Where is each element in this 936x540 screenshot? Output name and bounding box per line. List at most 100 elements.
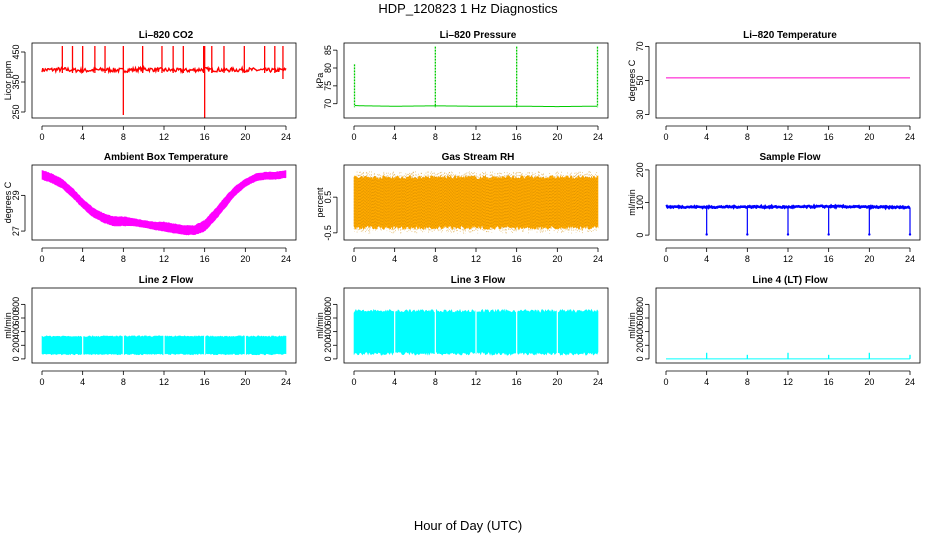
x-tick-label: 16: [824, 254, 834, 264]
y-axis-label: ml/min: [315, 312, 325, 339]
series-line: [355, 105, 597, 108]
y-tick-label: 27: [11, 226, 21, 236]
y-tick-label: 0: [635, 356, 645, 361]
x-tick-label: 16: [824, 377, 834, 387]
y-tick-label: 50: [635, 75, 645, 85]
x-tick-label: 0: [39, 254, 44, 264]
y-tick-label: 800: [323, 297, 333, 312]
panel-title: Gas Stream RH: [442, 152, 515, 163]
y-tick-label: 0: [635, 233, 645, 238]
x-tick-label: 16: [824, 132, 834, 142]
x-tick-label: 0: [351, 377, 356, 387]
x-axis-title: Hour of Day (UTC): [413, 518, 523, 533]
x-tick-label: 8: [745, 254, 750, 264]
x-tick-label: 12: [159, 254, 169, 264]
panel-title: Line 4 (LT) Flow: [752, 275, 828, 286]
x-tick-label: 12: [159, 377, 169, 387]
panel-title: Line 3 Flow: [451, 275, 506, 286]
y-axis-label: ml/min: [627, 312, 637, 339]
x-tick-label: 8: [121, 132, 126, 142]
x-tick-label: 4: [392, 377, 397, 387]
y-tick-label: 350: [11, 74, 21, 89]
dip-point: [705, 233, 708, 236]
line3-flow-panel: Line 3 Flow ml/min 0 4 8 12 16 20 24 0 20040060080…: [315, 275, 609, 387]
gas-stream-rh-panel: Gas Stream RH percent 0 4 8 12 16 20 24 -0.5 0.5: [315, 152, 609, 264]
plot-area: [665, 203, 912, 236]
x-tick-label: 0: [663, 377, 668, 387]
plot-frame: [343, 164, 609, 241]
panel-title: Line 2 Flow: [139, 275, 194, 286]
y-axis-label: ml/min: [3, 312, 13, 339]
y-tick-label: 0.5: [323, 191, 333, 204]
x-tick-label: 20: [552, 377, 562, 387]
x-tick-label: 16: [512, 132, 522, 142]
y-tick-label: 30: [635, 110, 645, 120]
x-tick-label: 4: [80, 377, 85, 387]
y-tick-label: 85: [323, 45, 333, 55]
y-tick-label: 70: [635, 41, 645, 51]
panel-title: Ambient Box Temperature: [104, 152, 229, 163]
y-tick-label: 450: [11, 44, 21, 59]
y-tick-label: 200: [11, 338, 21, 353]
x-tick-label: 24: [281, 377, 291, 387]
x-tick-label: 16: [200, 377, 210, 387]
y-tick-label: 250: [11, 104, 21, 119]
y-axis-label: ml/min: [627, 189, 637, 216]
dip-point: [746, 233, 749, 236]
x-tick-label: 24: [593, 132, 603, 142]
dip-point: [786, 233, 790, 236]
x-tick-label: 24: [281, 132, 291, 142]
x-tick-label: 0: [663, 254, 668, 264]
ambient-box-temperature-panel: Ambient Box Temperature degrees C 0 4 8 12 16 2…: [3, 152, 297, 264]
x-tick-label: 4: [704, 132, 709, 142]
y-tick-label: 200: [635, 338, 645, 353]
plot-area: [353, 46, 599, 108]
plot-frame: [31, 42, 297, 119]
x-tick-label: 20: [240, 132, 250, 142]
x-tick-label: 4: [80, 254, 85, 264]
x-tick-label: 12: [783, 254, 793, 264]
x-tick-label: 4: [392, 254, 397, 264]
y-axis-label: degrees C: [3, 181, 13, 223]
y-axis-label: percent: [315, 187, 325, 218]
x-tick-label: 20: [552, 254, 562, 264]
x-tick-label: 8: [433, 377, 438, 387]
x-tick-label: 8: [121, 254, 126, 264]
x-tick-label: 20: [864, 254, 874, 264]
panel-title: Sample Flow: [759, 152, 820, 163]
x-tick-label: 24: [593, 254, 603, 264]
y-tick-label: 75: [323, 81, 333, 91]
panel-title: Li–820 Temperature: [743, 30, 837, 41]
plot-frame: [343, 42, 609, 119]
x-tick-label: 12: [471, 254, 481, 264]
y-axis-label: degrees C: [627, 59, 637, 101]
x-tick-label: 24: [281, 254, 291, 264]
plot-frame: [655, 164, 921, 241]
plot-frame: [343, 287, 609, 364]
x-tick-label: 24: [593, 377, 603, 387]
plot-area: [353, 288, 599, 363]
x-tick-label: 24: [905, 254, 915, 264]
plot-area: [353, 171, 599, 234]
y-tick-label: 800: [11, 297, 21, 312]
x-tick-label: 8: [121, 377, 126, 387]
panel-title: Li–820 CO2: [139, 30, 194, 41]
x-tick-label: 20: [864, 132, 874, 142]
licor-temperature-panel: Li–820 Temperature degrees C 0 4 8 12 16 20 24 30…: [627, 30, 921, 142]
y-axis-label: Licor ppm: [3, 61, 13, 101]
y-axis-label: kPa: [315, 73, 325, 89]
x-tick-label: 12: [471, 132, 481, 142]
x-tick-label: 24: [905, 132, 915, 142]
y-tick-label: 100: [635, 195, 645, 210]
y-tick-label: 29: [11, 190, 21, 200]
line2-flow-panel: Line 2 Flow ml/min 0 4 8 12 16 20 24 0 20040060080…: [3, 275, 297, 387]
dip-point: [868, 233, 871, 236]
y-tick-label: 70: [323, 99, 333, 109]
y-tick-label: 80: [323, 63, 333, 73]
x-tick-label: 8: [745, 377, 750, 387]
x-tick-label: 16: [512, 254, 522, 264]
x-tick-label: 4: [80, 132, 85, 142]
y-tick-label: 800: [635, 297, 645, 312]
x-tick-label: 8: [433, 132, 438, 142]
y-tick-label: 600: [11, 310, 21, 325]
